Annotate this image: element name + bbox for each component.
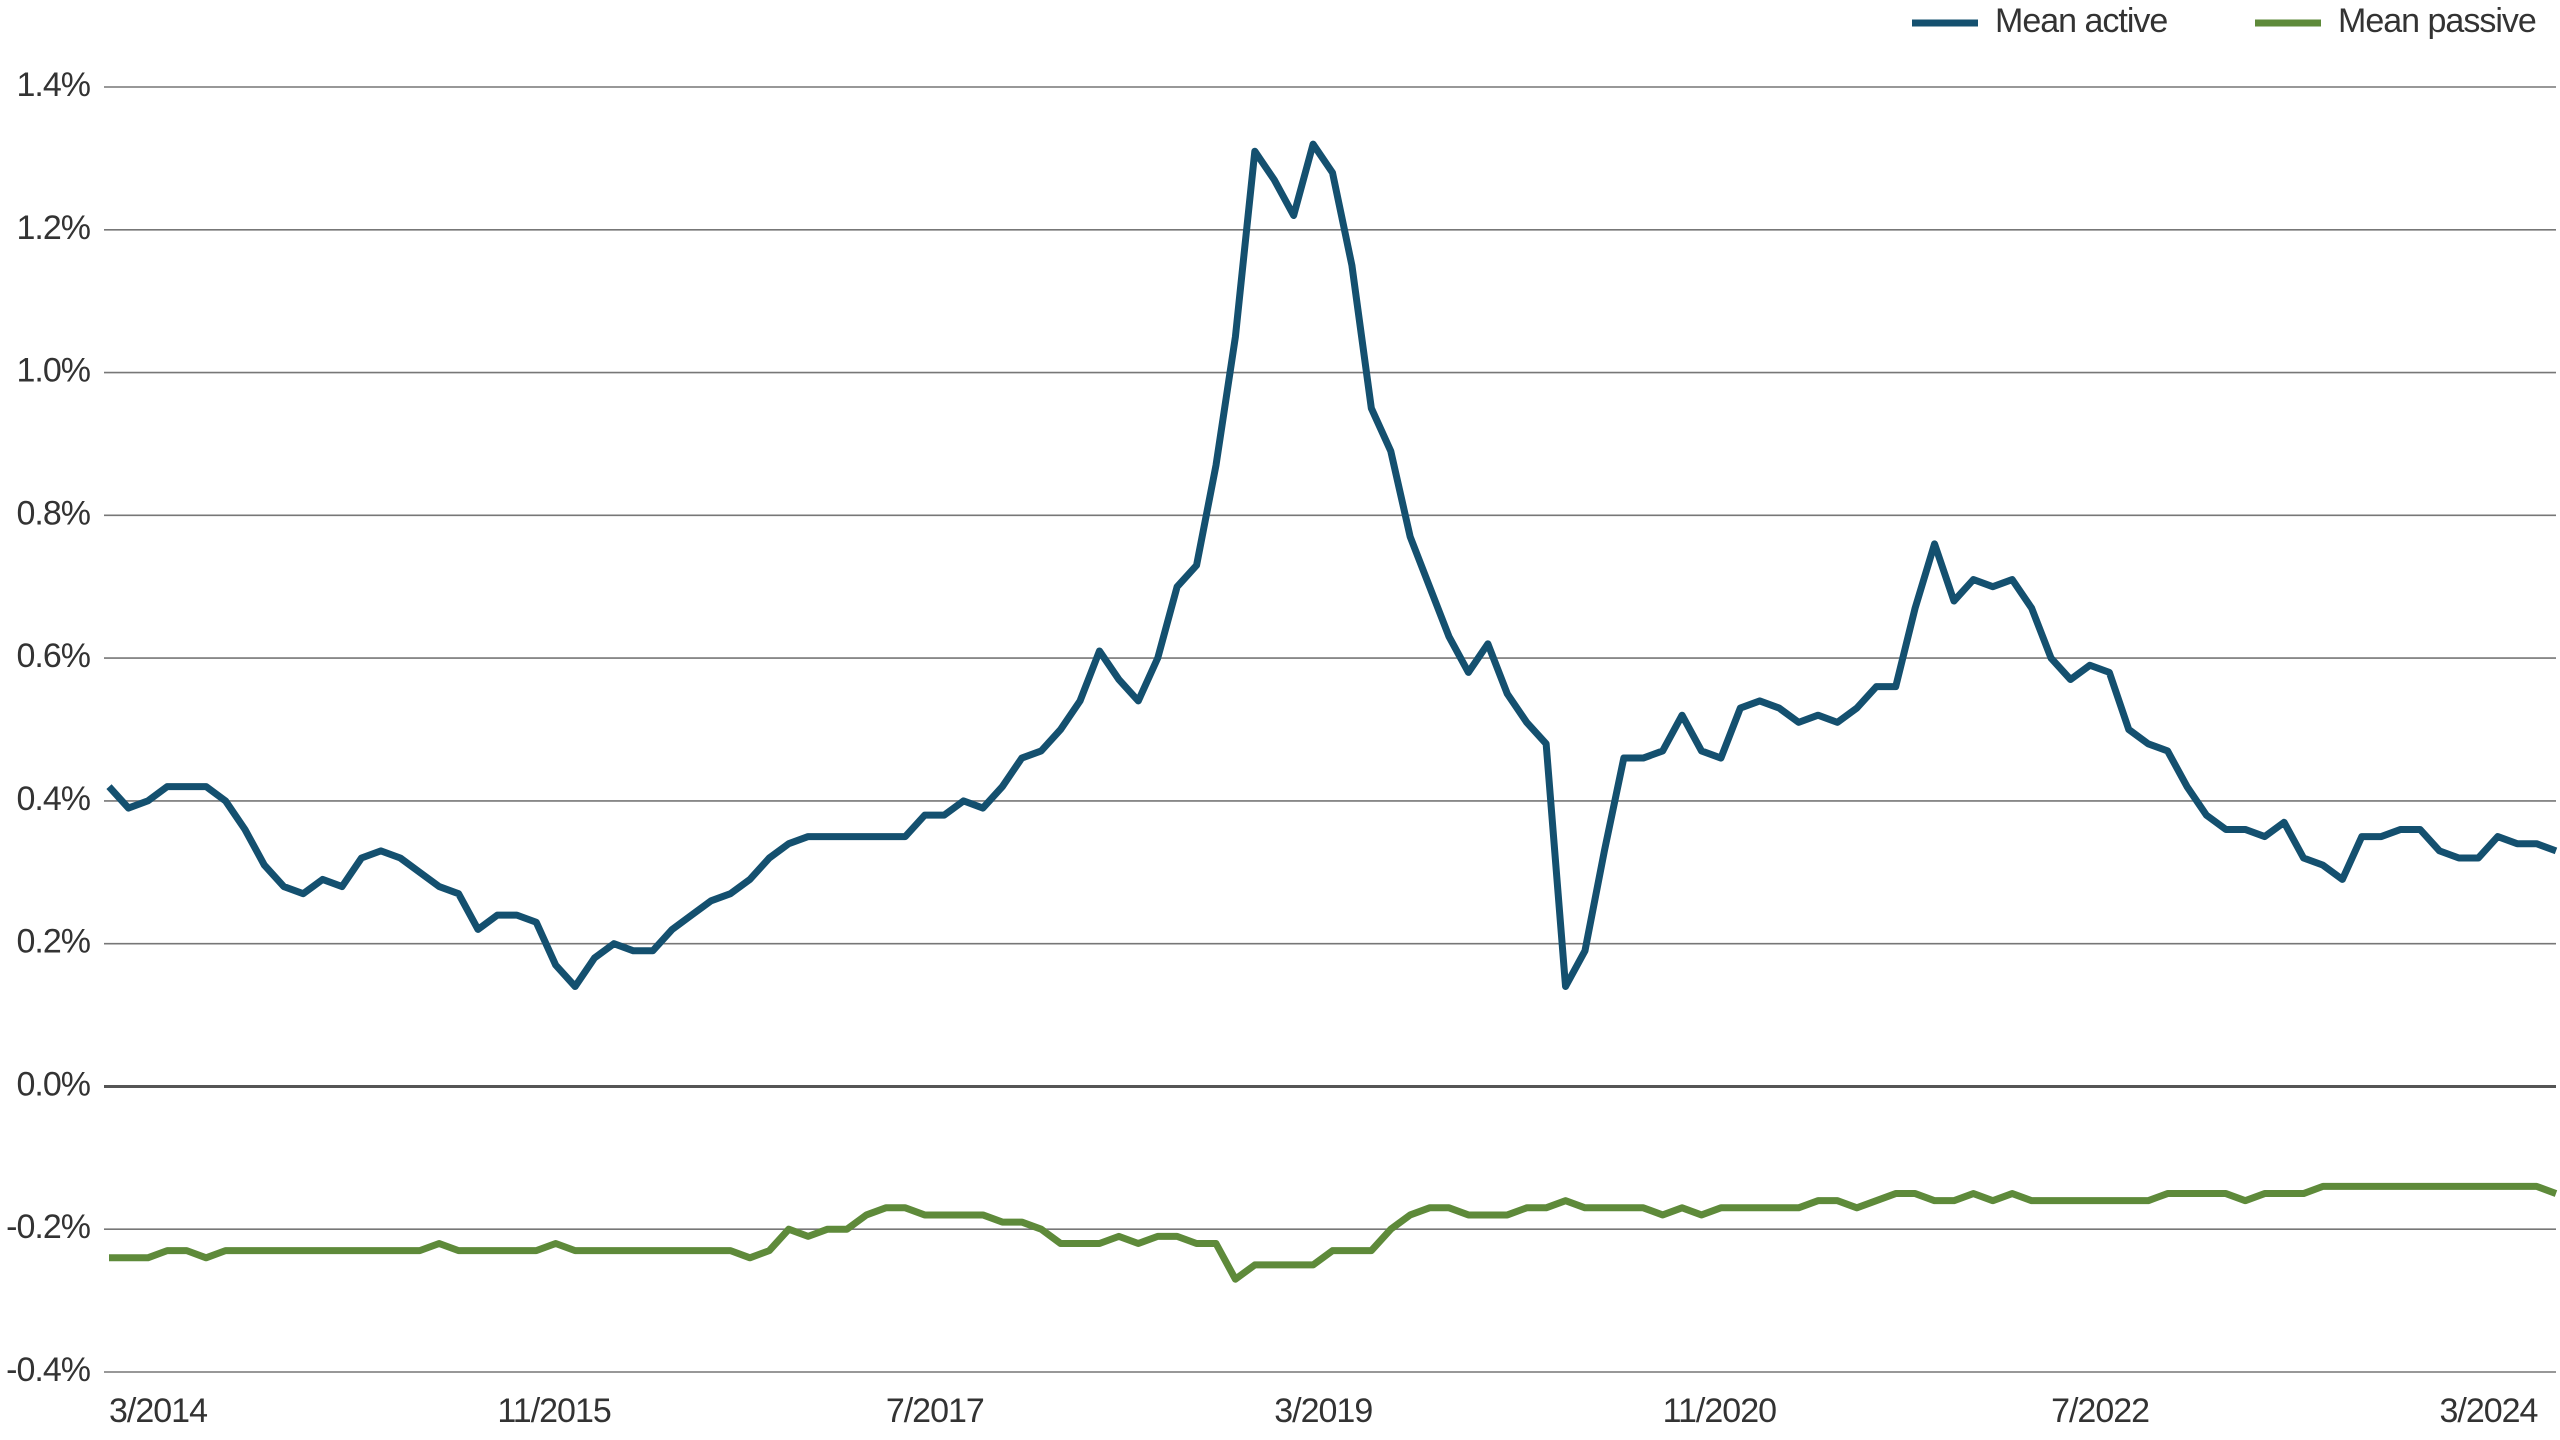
legend-label: Mean passive <box>2338 2 2536 40</box>
y-tick-label: 1.2% <box>17 209 91 247</box>
x-tick-label: 7/2022 <box>2051 1392 2149 1430</box>
legend-label: Mean active <box>1995 2 2167 40</box>
x-tick-label: 7/2017 <box>886 1392 984 1430</box>
series-line <box>109 1182 2558 1283</box>
y-tick-label: 0.6% <box>17 637 91 675</box>
x-tick-label: 3/2014 <box>109 1392 207 1430</box>
x-tick-label: 11/2020 <box>1663 1392 1776 1430</box>
y-tick-label: 1.4% <box>17 66 91 104</box>
x-tick-label: 11/2015 <box>497 1392 610 1430</box>
y-tick-label: 0.0% <box>17 1065 91 1103</box>
series-line <box>106 140 2558 990</box>
y-tick-label: -0.4% <box>6 1351 91 1389</box>
x-tick-label: 3/2024 <box>2439 1392 2537 1430</box>
y-tick-label: 0.2% <box>17 923 91 961</box>
y-tick-label: 0.8% <box>17 494 91 532</box>
y-tick-label: 0.4% <box>17 780 91 818</box>
x-tick-label: 3/2019 <box>1274 1392 1372 1430</box>
y-tick-label: 1.0% <box>17 352 91 390</box>
y-tick-label: -0.2% <box>6 1208 91 1246</box>
